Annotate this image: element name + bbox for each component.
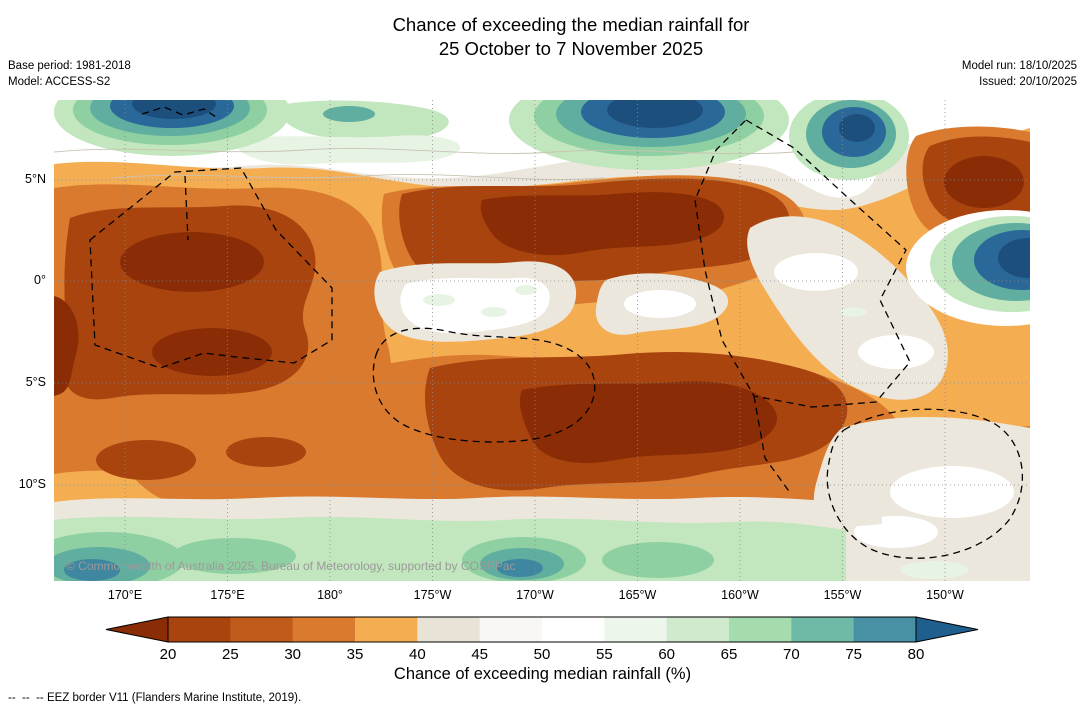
x-tick-label: 180° xyxy=(317,588,343,602)
colorbar-tick-label: 25 xyxy=(221,646,239,663)
y-axis: 5°N 0° 5°S 10°S xyxy=(0,0,50,713)
x-tick-label: 155°W xyxy=(823,588,862,602)
x-tick-label: 150°W xyxy=(926,588,964,602)
gridlines xyxy=(54,100,1030,581)
y-tick-label: 5°N xyxy=(25,172,46,186)
x-tick-label: 160°W xyxy=(721,588,759,602)
map-panel: © Commonwealth of Australia 2025, Bureau… xyxy=(54,100,1030,581)
chart-title: Chance of exceeding the median rainfall … xyxy=(57,13,1085,61)
colorbar-tick-label: 80 xyxy=(907,646,925,663)
x-tick-label: 175°W xyxy=(413,588,452,602)
colorbar-tick-label: 30 xyxy=(284,646,301,663)
x-tick-label: 165°W xyxy=(618,588,657,602)
colorbar-tick-label: 60 xyxy=(658,646,675,663)
run-metadata-left: Base period: 1981-2018 Model: ACCESS-S2 xyxy=(8,59,131,90)
map-copyright: © Commonwealth of Australia 2025, Bureau… xyxy=(66,559,516,573)
colorbar-tick-label: 35 xyxy=(346,646,364,663)
y-tick-label: 5°S xyxy=(25,375,46,389)
colorbar xyxy=(105,616,979,643)
x-axis: 170°E 175°E 180° 175°W 170°W 165°W 160°W 155°W 1… xyxy=(0,588,1085,606)
rainfall-probability-map: © Commonwealth of Australia 2025, Bureau… xyxy=(54,100,1030,581)
y-tick-label: 0° xyxy=(34,273,46,287)
base-period-text: Base period: 1981-2018 xyxy=(8,60,131,72)
x-tick-label: 175°E xyxy=(210,588,245,602)
eez-border-note: -- -- -- EEZ border V11 (Flanders Marine… xyxy=(8,692,302,704)
colorbar-tick-label: 50 xyxy=(533,646,551,663)
colorbar-tick-label: 20 xyxy=(159,646,177,663)
colorbar-tick-label: 65 xyxy=(720,646,738,663)
eez-borders xyxy=(89,106,1023,559)
colorbar-ticks: 20 25 30 35 40 45 50 55 60 65 70 75 80 xyxy=(0,646,1085,666)
colorbar-label: Chance of exceeding median rainfall (%) xyxy=(393,665,692,683)
colorbar-extend-low-arrow xyxy=(105,616,169,643)
colorbar-tick-label: 55 xyxy=(595,646,613,663)
run-metadata-right: Model run: 18/10/2025 Issued: 20/10/2025 xyxy=(962,59,1077,90)
chart-title-line2: 25 October to 7 November 2025 xyxy=(438,38,704,59)
model-run-text: Model run: 18/10/2025 xyxy=(961,60,1077,72)
colorbar-tick-label: 75 xyxy=(845,646,862,663)
chart-title-line1: Chance of exceeding the median rainfall … xyxy=(392,14,750,35)
colorbar-tick-label: 70 xyxy=(782,646,800,663)
colorbar-extend-high-arrow xyxy=(915,616,979,643)
contour-fills xyxy=(54,100,1030,581)
x-tick-label: 170°E xyxy=(107,588,143,602)
colorbar-tick-label: 45 xyxy=(471,646,488,663)
colorbar-tick-label: 40 xyxy=(408,646,426,663)
issued-text: Issued: 20/10/2025 xyxy=(979,75,1077,88)
y-tick-label: 10°S xyxy=(18,477,46,491)
x-tick-label: 170°W xyxy=(516,588,554,602)
model-text: Model: ACCESS-S2 xyxy=(8,75,111,88)
